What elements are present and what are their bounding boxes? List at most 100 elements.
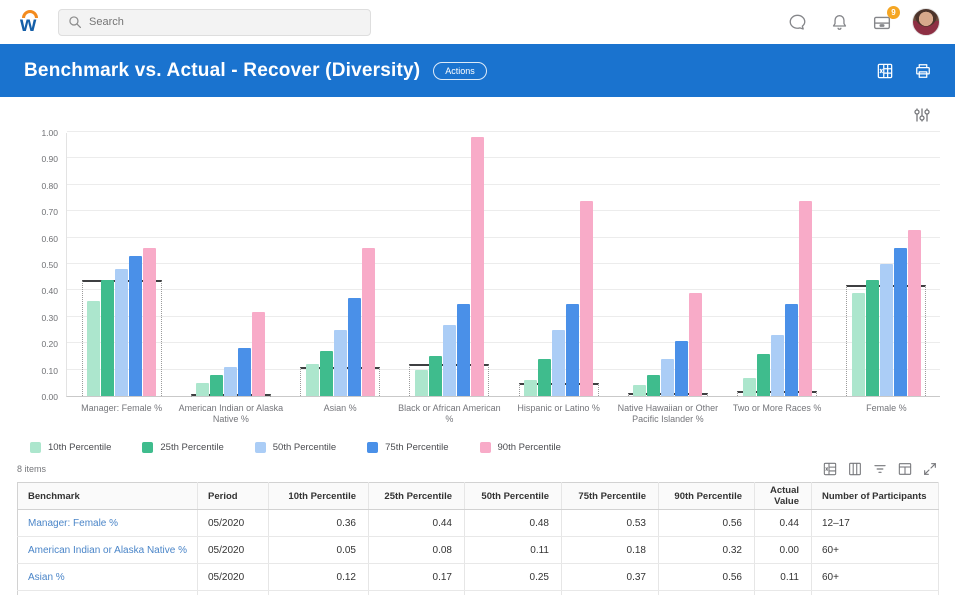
chart-legend: 10th Percentile 25th Percentile 50th Perce… <box>30 440 955 454</box>
benchmark-link[interactable]: Manager: Female % <box>17 509 198 537</box>
bar-90th-percentile[interactable] <box>798 201 812 396</box>
bar-50th-percentile[interactable] <box>661 359 675 396</box>
table-row-partial <box>17 590 939 595</box>
bar-75th-percentile[interactable] <box>129 256 143 396</box>
y-axis-tick-label: 0.10 <box>41 365 58 376</box>
bar-90th-percentile[interactable] <box>470 137 484 396</box>
bar-75th-percentile[interactable] <box>675 341 689 396</box>
top-navbar: w 9 <box>0 0 955 44</box>
gridline <box>67 236 940 238</box>
bar-50th-percentile[interactable] <box>333 330 347 396</box>
y-axis-tick-label: 0.20 <box>41 339 58 350</box>
x-axis-category-label: Two or More Races % <box>732 403 822 413</box>
table-cell <box>368 590 465 595</box>
bar-25th-percentile[interactable] <box>756 354 770 396</box>
global-search[interactable] <box>58 8 371 36</box>
column-header-actual-value[interactable]: Actual Value <box>754 482 812 510</box>
legend-swatch <box>254 441 266 453</box>
bar-10th-percentile[interactable] <box>742 378 756 396</box>
bar-25th-percentile[interactable] <box>538 359 552 396</box>
table-cell: 05/2020 <box>197 536 269 564</box>
bar-75th-percentile[interactable] <box>456 304 470 396</box>
actions-button[interactable]: Actions <box>433 61 487 80</box>
table-columns-icon[interactable] <box>847 461 863 477</box>
benchmark-table: Benchmark Period 10th Percentile 25th Perce… <box>17 482 939 595</box>
legend-item-50th-percentile[interactable]: 50th Percentile <box>254 441 336 453</box>
column-header-25th-percentile[interactable]: 25th Percentile <box>368 482 465 510</box>
bar-10th-percentile[interactable] <box>196 383 210 396</box>
bar-50th-percentile[interactable] <box>552 330 566 396</box>
column-header-period[interactable]: Period <box>197 482 269 510</box>
bar-90th-percentile[interactable] <box>580 201 594 396</box>
table-cell: 12–17 <box>811 509 939 537</box>
expand-fullscreen-icon[interactable] <box>922 461 938 477</box>
legend-item-25th-percentile[interactable]: 25th Percentile <box>142 441 224 453</box>
y-axis-tick-label: 0.40 <box>41 286 58 297</box>
export-to-excel-icon[interactable] <box>875 61 895 81</box>
table-cell: 0.00 <box>754 536 812 564</box>
bar-25th-percentile[interactable] <box>647 375 661 396</box>
bar-90th-percentile[interactable] <box>143 248 157 396</box>
table-cell: 05/2020 <box>197 563 269 591</box>
y-axis-tick-label: 0.50 <box>41 260 58 270</box>
bar-90th-percentile[interactable] <box>689 293 703 396</box>
benchmark-link[interactable]: American Indian or Alaska Native % <box>17 536 198 564</box>
bar-90th-percentile[interactable] <box>907 230 921 396</box>
bar-75th-percentile[interactable] <box>347 298 361 396</box>
bar-25th-percentile[interactable] <box>101 280 115 396</box>
bar-10th-percentile[interactable] <box>305 364 319 396</box>
table-row: Asian % 05/2020 0.12 0.17 0.25 0.37 0.56 0.11 60… <box>17 563 939 591</box>
bar-10th-percentile[interactable] <box>633 385 647 396</box>
x-axis-category-label: Manager: Female % <box>81 403 163 413</box>
bar-10th-percentile[interactable] <box>524 380 538 396</box>
chart-settings-sliders-icon[interactable] <box>913 107 931 123</box>
x-axis-category-label: Hispanic or Latino % <box>517 403 600 413</box>
column-header-number-of-participants[interactable]: Number of Participants <box>811 482 939 510</box>
print-icon[interactable] <box>913 61 933 81</box>
profile-avatar[interactable] <box>912 8 940 36</box>
column-header-75th-percentile[interactable]: 75th Percentile <box>561 482 659 510</box>
legend-label: 10th Percentile <box>48 441 112 453</box>
column-header-benchmark[interactable]: Benchmark <box>17 482 198 510</box>
bar-25th-percentile[interactable] <box>865 280 879 396</box>
notifications-bell-icon[interactable] <box>828 11 851 34</box>
gridline <box>67 183 940 185</box>
bar-75th-percentile[interactable] <box>238 348 252 396</box>
bar-75th-percentile[interactable] <box>566 304 580 396</box>
bar-50th-percentile[interactable] <box>115 269 129 396</box>
table-cell: 0.32 <box>658 536 755 564</box>
bar-90th-percentile[interactable] <box>252 312 266 396</box>
bar-10th-percentile[interactable] <box>414 370 428 396</box>
freeze-columns-icon[interactable] <box>897 461 913 477</box>
chart-group-american-indian-or-alaska-native: American Indian or Alaska Native % <box>176 133 285 424</box>
benchmark-link[interactable]: Asian % <box>17 563 198 591</box>
table-cell: 0.12 <box>268 563 369 591</box>
bar-50th-percentile[interactable] <box>770 335 784 396</box>
bar-25th-percentile[interactable] <box>319 351 333 396</box>
bar-50th-percentile[interactable] <box>224 367 238 396</box>
column-header-10th-percentile[interactable]: 10th Percentile <box>268 482 369 510</box>
table-cell: 0.44 <box>754 509 812 537</box>
column-header-50th-percentile[interactable]: 50th Percentile <box>464 482 562 510</box>
chart-plot-area: Manager: Female % American Indian or Alas… <box>66 131 940 424</box>
bar-90th-percentile[interactable] <box>361 248 375 396</box>
legend-item-10th-percentile[interactable]: 10th Percentile <box>30 441 112 453</box>
legend-item-90th-percentile[interactable]: 90th Percentile <box>479 441 561 453</box>
inbox-icon[interactable]: 9 <box>870 5 900 34</box>
filter-icon[interactable] <box>872 461 888 477</box>
bar-50th-percentile[interactable] <box>442 325 456 396</box>
bar-75th-percentile[interactable] <box>893 248 907 396</box>
bar-75th-percentile[interactable] <box>784 304 798 396</box>
column-header-90th-percentile[interactable]: 90th Percentile <box>658 482 755 510</box>
bar-50th-percentile[interactable] <box>879 264 893 396</box>
legend-item-75th-percentile[interactable]: 75th Percentile <box>367 441 449 453</box>
bar-25th-percentile[interactable] <box>428 356 442 396</box>
search-input[interactable] <box>89 16 339 28</box>
chat-icon[interactable] <box>786 11 809 34</box>
workday-logo[interactable]: w <box>18 8 44 36</box>
bar-10th-percentile[interactable] <box>851 293 865 396</box>
bar-25th-percentile[interactable] <box>210 375 224 396</box>
bar-10th-percentile[interactable] <box>87 301 101 396</box>
export-to-excel-icon[interactable] <box>822 461 838 477</box>
